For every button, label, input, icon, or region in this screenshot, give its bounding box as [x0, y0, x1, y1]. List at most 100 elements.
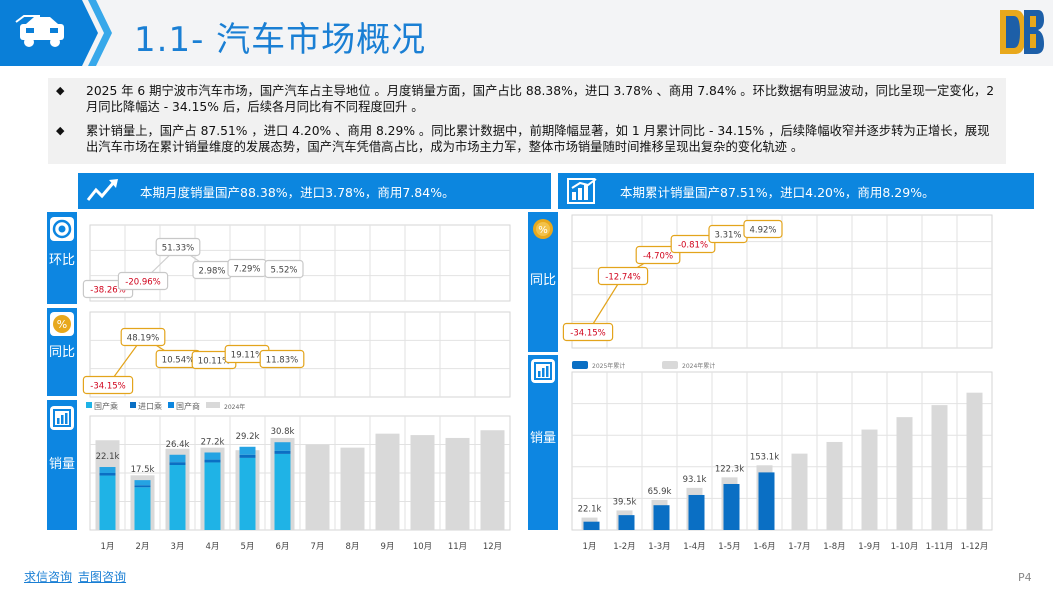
data-label-text: -34.15% [90, 382, 125, 392]
data-label-text: 19.11% [231, 351, 263, 361]
data-label-box [670, 234, 716, 254]
bar-import-passenger [134, 485, 151, 488]
data-label-box [264, 259, 304, 279]
left-charts: -38.26%-20.96% 51.33% 2.98% 7.29% 5.52% -34.1… [82, 224, 511, 552]
data-label: -20.96% [117, 271, 169, 291]
xiaoliang-cumulative-grid [571, 371, 993, 531]
data-label-text: -38.26% [90, 286, 125, 296]
bar-2025-cumulative [723, 483, 740, 530]
bar-total-label: 17.5k [131, 465, 155, 475]
right-banner: 本期累计销量国产87.51%，进口4.20%，商用8.29%。 [558, 173, 1034, 209]
bar-value-label: 22.1k [578, 505, 602, 515]
data-label: -0.81% [670, 234, 716, 254]
tab-xiaoliang-cumulative-label: 销量 [529, 431, 556, 446]
bar-domestic-passenger [169, 465, 186, 530]
bar-chart-icon [50, 406, 74, 430]
bar-domestic-passenger [99, 475, 116, 530]
bar-2025-cumulative [653, 505, 670, 530]
data-label: -34.15% [82, 375, 134, 395]
legend-label: 2024年累计 [682, 362, 715, 370]
legend-swatch [206, 402, 220, 408]
data-label-text: 2.98% [198, 267, 225, 277]
legend-swatch [86, 402, 92, 408]
tab-tongbi: % 同比 [47, 308, 77, 396]
bar-value-label: 93.1k [683, 475, 707, 485]
bar-import-passenger [169, 462, 186, 466]
data-label: -34.15% [562, 322, 614, 342]
data-label-box [259, 349, 305, 369]
tab-huanbi-label: 环比 [48, 253, 75, 268]
x-tick-label: 1月 [101, 542, 115, 552]
data-label-text: -4.70% [643, 252, 673, 262]
bar-2024-cumulative [791, 453, 808, 530]
footer-link-1[interactable]: 求信咨询 [24, 570, 73, 584]
x-tick-label: 1-7月 [788, 542, 810, 552]
bullet-icon: ◆ [56, 84, 65, 97]
data-label: 48.19% [120, 327, 166, 347]
footer-link-2[interactable]: 吉图咨询 [78, 570, 127, 584]
data-label: 10.54% [155, 349, 201, 369]
tongbi-cumulative-grid [571, 214, 993, 349]
x-tick-label: 2月 [136, 542, 150, 552]
tab-tongbi-cumulative: % 同比 [528, 212, 558, 352]
bar-2024-cumulative [861, 429, 878, 530]
data-label-text: 11.83% [266, 356, 298, 366]
bar-2024 [445, 437, 470, 530]
data-label-text: -0.81% [678, 241, 708, 251]
car-icon [15, 15, 64, 47]
percent-icon: % [531, 217, 555, 241]
data-label: -4.70% [635, 245, 681, 265]
bar-2024-cumulative [826, 441, 843, 530]
data-label-text: 7.29% [233, 265, 260, 275]
x-tick-label: 1-12月 [961, 542, 989, 552]
legend-label: 国产乘 [94, 401, 118, 411]
bar-2025-cumulative [758, 472, 775, 530]
data-label-box [120, 327, 166, 347]
bar-2024 [340, 447, 365, 530]
x-tick-label: 3月 [171, 542, 185, 552]
x-tick-label: 1-4月 [683, 542, 705, 552]
bar-2024 [410, 435, 435, 530]
page-number: P4 [1018, 571, 1032, 584]
data-label-text: -20.96% [125, 278, 160, 288]
bar-2024 [375, 433, 400, 530]
tab-huanbi: 环比 [47, 212, 77, 304]
summary-paragraph-1: 2025 年 6 期宁波市汽车市场，国产汽车占主导地位 。月度销量方面，国产占比… [86, 84, 995, 114]
legend-label: 进口乘 [138, 401, 162, 411]
summary-box [48, 78, 1006, 164]
percent-icon: % [50, 312, 74, 336]
data-label-text: 10.11% [198, 357, 230, 367]
right-banner-text: 本期累计销量国产87.51%，进口4.20%，商用8.29%。 [620, 185, 935, 200]
bar-domestic-commercial [239, 446, 256, 455]
legend-swatch [572, 361, 588, 369]
bullet-icon: ◆ [56, 124, 65, 137]
bar-total-label: 22.1k [96, 452, 120, 462]
bar-value-label: 153.1k [750, 452, 779, 462]
data-label: 51.33% [155, 237, 201, 257]
data-label-text: 5.52% [270, 266, 297, 276]
data-label: 19.11% [224, 344, 270, 364]
svg-text:%: % [57, 318, 67, 331]
bar-import-passenger [274, 450, 291, 454]
bar-domestic-commercial [204, 452, 221, 460]
bar-2025-cumulative [583, 521, 600, 530]
x-tick-label: 1-5月 [718, 542, 740, 552]
legend-label: 国产商 [176, 401, 200, 411]
data-label-text: 48.19% [127, 334, 159, 344]
bar-domestic-passenger [274, 453, 291, 530]
left-banner: 本期月度销量国产88.38%，进口3.78%，商用7.84%。 [78, 173, 551, 209]
legend-label: 2025年累计 [592, 362, 625, 370]
bar-2024-cumulative [966, 392, 983, 530]
bar-import-passenger [99, 473, 116, 476]
trend-line-icon [86, 179, 118, 201]
data-label-box [635, 245, 681, 265]
bar-2024-cumulative [931, 405, 948, 530]
data-label-box [562, 322, 614, 342]
bar-total-label: 29.2k [236, 432, 260, 442]
x-tick-label: 1-2月 [613, 542, 635, 552]
bar-value-label: 122.3k [715, 464, 744, 474]
bar-2024 [305, 444, 330, 530]
data-label-text: 10.54% [162, 356, 194, 366]
bar-2025-cumulative [688, 494, 705, 530]
